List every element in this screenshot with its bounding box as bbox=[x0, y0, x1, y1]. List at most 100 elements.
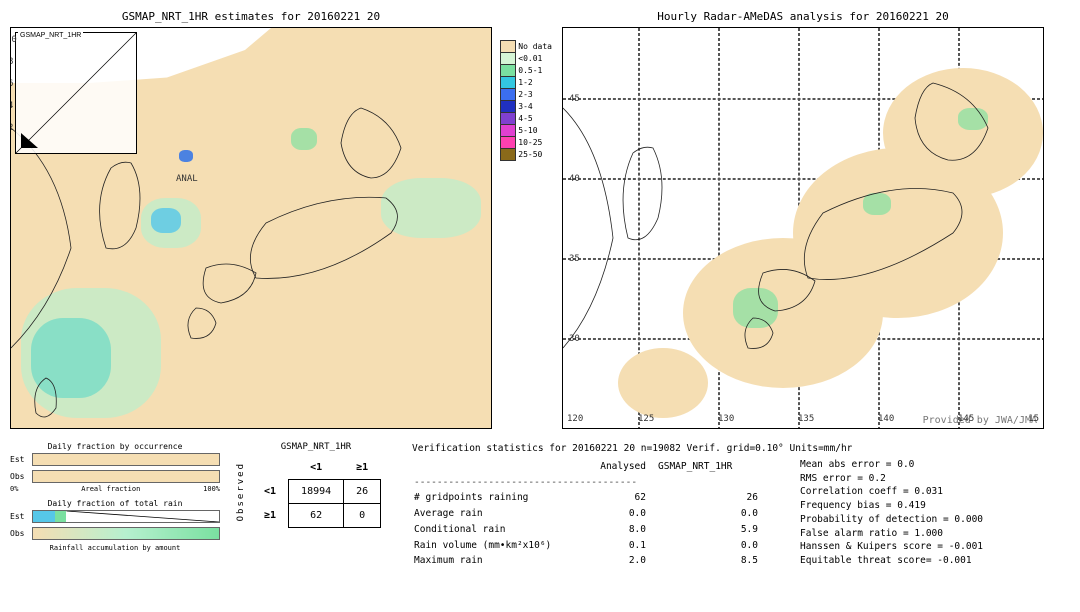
stats-row: Average rain 0.0 0.0 bbox=[414, 507, 768, 521]
axis-0: 0% bbox=[10, 485, 18, 493]
legend-row: No data bbox=[500, 40, 552, 52]
stats-row-es: 5.9 bbox=[658, 523, 768, 537]
ct-row1: <1 bbox=[252, 480, 289, 504]
ct-b: 26 bbox=[344, 480, 381, 504]
y-tick: 35 bbox=[569, 254, 580, 264]
frac-title3: Rainfall accumulation by amount bbox=[10, 544, 220, 552]
legend-swatch bbox=[500, 148, 516, 161]
axis-mid: Areal fraction bbox=[81, 485, 140, 493]
obs-label: Obs bbox=[10, 472, 28, 481]
stats-row-name: Rain volume (mm•km²x10⁶) bbox=[414, 539, 584, 553]
x-tick: 130 bbox=[718, 414, 734, 424]
inset-ytick: 10 bbox=[10, 35, 17, 45]
inset-ytick: 6 bbox=[10, 79, 13, 89]
legend-label: 0.5-1 bbox=[518, 66, 542, 75]
stats-row-an: 2.0 bbox=[586, 554, 656, 568]
stats-row-name: Maximum rain bbox=[414, 554, 584, 568]
gsmap-map: GSMAP_NRT_1HR 10 8 6 4 2 ANAL bbox=[10, 27, 492, 429]
stats-header: Verification statistics for 20160221 20 … bbox=[412, 442, 983, 456]
frac-title2: Daily fraction of total rain bbox=[10, 499, 220, 508]
frac-obs1 bbox=[32, 470, 220, 483]
stats-table: Analysed GSMAP_NRT_1HR -----------------… bbox=[412, 458, 770, 570]
legend-row: 25-50 bbox=[500, 148, 552, 160]
legend-label: 5-10 bbox=[518, 126, 537, 135]
stats-row-an: 8.0 bbox=[586, 523, 656, 537]
legend-row: 4-5 bbox=[500, 112, 552, 124]
ct-col2: ≥1 bbox=[344, 456, 381, 480]
metric-line: Probability of detection = 0.000 bbox=[800, 513, 983, 527]
frac-est2 bbox=[32, 510, 220, 523]
y-tick: 30 bbox=[569, 334, 580, 344]
anal-label: ANAL bbox=[176, 174, 198, 184]
stats-col-an: Analysed bbox=[586, 460, 656, 474]
ct-table: <1 ≥1 <1 18994 26 ≥1 62 0 bbox=[252, 456, 381, 528]
contingency-panel: GSMAP_NRT_1HR Observed <1 ≥1 <1 18994 26 bbox=[236, 442, 396, 570]
bottom-row: Daily fraction by occurrence Est Obs 0% … bbox=[10, 442, 1070, 570]
frac-obs1-fill bbox=[33, 471, 219, 482]
legend-row: 5-10 bbox=[500, 124, 552, 136]
inset-box: GSMAP_NRT_1HR 10 8 6 4 2 bbox=[15, 32, 137, 154]
stats-row: Conditional rain 8.0 5.9 bbox=[414, 523, 768, 537]
color-legend: No data <0.01 0.5-1 1-2 2-3 3-4 4-5 5-1010-25 25… bbox=[500, 40, 552, 160]
legend-row: <0.01 bbox=[500, 52, 552, 64]
frac-title1: Daily fraction by occurrence bbox=[10, 442, 220, 451]
stats-row-es: 0.0 bbox=[658, 507, 768, 521]
ct-title: GSMAP_NRT_1HR bbox=[236, 442, 396, 452]
provided-by: Provided by JWA/JMA bbox=[923, 415, 1037, 426]
stats-row-es: 26 bbox=[658, 491, 768, 505]
legend-label: <0.01 bbox=[518, 54, 542, 63]
y-tick: 45 bbox=[569, 94, 580, 104]
x-tick: 120 bbox=[567, 414, 583, 424]
legend-row: 0.5-1 bbox=[500, 64, 552, 76]
top-row: GSMAP_NRT_1HR estimates for 20160221 20 bbox=[10, 10, 1070, 430]
radar-panel: Hourly Radar-AMeDAS analysis for 2016022… bbox=[562, 10, 1044, 430]
stats-row-an: 62 bbox=[586, 491, 656, 505]
stats-row-name: # gridpoints raining bbox=[414, 491, 584, 505]
stats-row-es: 0.0 bbox=[658, 539, 768, 553]
coastline-right bbox=[563, 28, 1043, 428]
x-tick: 145 bbox=[958, 414, 974, 424]
legend-row: 10-25 bbox=[500, 136, 552, 148]
ct-a: 18994 bbox=[289, 480, 344, 504]
frac-est1-fill bbox=[33, 454, 219, 465]
metrics-list: Mean abs error = 0.0RMS error = 0.2Corre… bbox=[800, 458, 983, 570]
legend-row: 1-2 bbox=[500, 76, 552, 88]
legend-row: 3-4 bbox=[500, 100, 552, 112]
stats-row-es: 8.5 bbox=[658, 554, 768, 568]
stats-panel: Verification statistics for 20160221 20 … bbox=[412, 442, 983, 570]
stats-row-an: 0.1 bbox=[586, 539, 656, 553]
stats-row: Rain volume (mm•km²x10⁶) 0.1 0.0 bbox=[414, 539, 768, 553]
legend-label: 25-50 bbox=[518, 150, 542, 159]
metric-line: Frequency bias = 0.419 bbox=[800, 499, 983, 513]
frac-est1 bbox=[32, 453, 220, 466]
x-tick: 135 bbox=[798, 414, 814, 424]
metric-line: RMS error = 0.2 bbox=[800, 472, 983, 486]
metric-line: Mean abs error = 0.0 bbox=[800, 458, 983, 472]
legend-label: No data bbox=[518, 42, 552, 51]
ct-row2: ≥1 bbox=[252, 504, 289, 528]
stats-row-name: Conditional rain bbox=[414, 523, 584, 537]
inset-ytick: 8 bbox=[10, 57, 13, 67]
stats-row: # gridpoints raining 62 26 bbox=[414, 491, 768, 505]
legend-label: 2-3 bbox=[518, 90, 532, 99]
ct-c: 62 bbox=[289, 504, 344, 528]
metric-line: Correlation coeff = 0.031 bbox=[800, 485, 983, 499]
ct-vlabel: Observed bbox=[236, 462, 246, 521]
ct-d: 0 bbox=[344, 504, 381, 528]
legend-label: 1-2 bbox=[518, 78, 532, 87]
axis-100: 100% bbox=[203, 485, 220, 493]
stats-row-an: 0.0 bbox=[586, 507, 656, 521]
stats-col-es: GSMAP_NRT_1HR bbox=[658, 460, 768, 474]
ct-col1: <1 bbox=[289, 456, 344, 480]
est-label2: Est bbox=[10, 512, 28, 521]
frac-obs2-fill bbox=[33, 528, 219, 539]
legend-label: 4-5 bbox=[518, 114, 532, 123]
radar-map: Provided by JWA/JMA 120 125 130 135 140 … bbox=[562, 27, 1044, 429]
gsmap-panel: GSMAP_NRT_1HR estimates for 20160221 20 bbox=[10, 10, 492, 430]
stats-row-name: Average rain bbox=[414, 507, 584, 521]
metric-line: Hanssen & Kuipers score = -0.001 bbox=[800, 540, 983, 554]
x-tick: 15 bbox=[1028, 414, 1039, 424]
inset-plot bbox=[16, 33, 136, 153]
inset-ytick: 2 bbox=[10, 123, 13, 133]
legend-label: 3-4 bbox=[518, 102, 532, 111]
